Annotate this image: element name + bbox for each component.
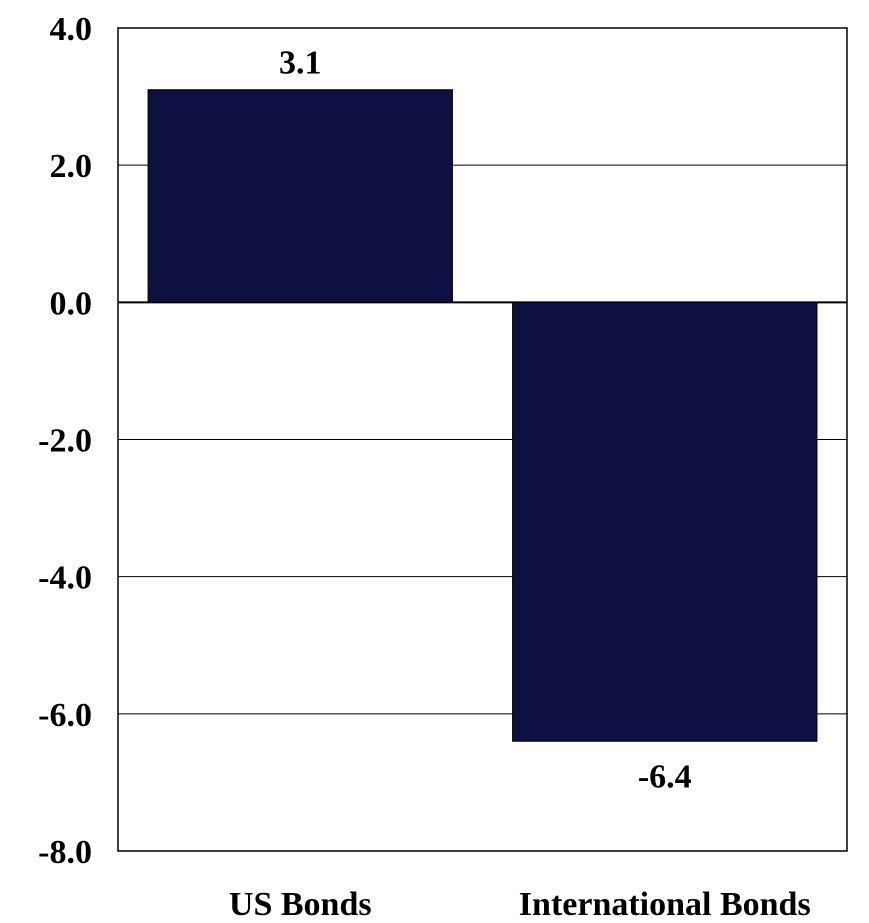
- bar: [147, 89, 453, 303]
- category-label: US Bonds: [229, 886, 372, 923]
- data-label: 3.1: [279, 45, 322, 82]
- y-tick-label: -4.0: [38, 560, 92, 597]
- category-label: International Bonds: [519, 886, 811, 923]
- x-axis-categories: US Bonds International Bonds: [229, 886, 811, 923]
- y-axis-ticks: 4.0 2.0 0.0 -2.0 -4.0 -6.0 -8.0: [38, 11, 92, 871]
- y-tick-label: 0.0: [50, 285, 93, 322]
- data-label: -6.4: [638, 758, 692, 795]
- bar: [512, 301, 818, 742]
- data-labels: 3.1 -6.4: [279, 45, 692, 796]
- bars: [147, 89, 818, 742]
- y-tick-label: -8.0: [38, 834, 92, 871]
- y-tick-label: 2.0: [50, 148, 93, 185]
- y-tick-label: -6.0: [38, 697, 92, 734]
- y-tick-label: 4.0: [50, 11, 93, 48]
- y-tick-label: -2.0: [38, 423, 92, 460]
- plot-frame: [117, 27, 848, 852]
- plot-border: [117, 27, 848, 852]
